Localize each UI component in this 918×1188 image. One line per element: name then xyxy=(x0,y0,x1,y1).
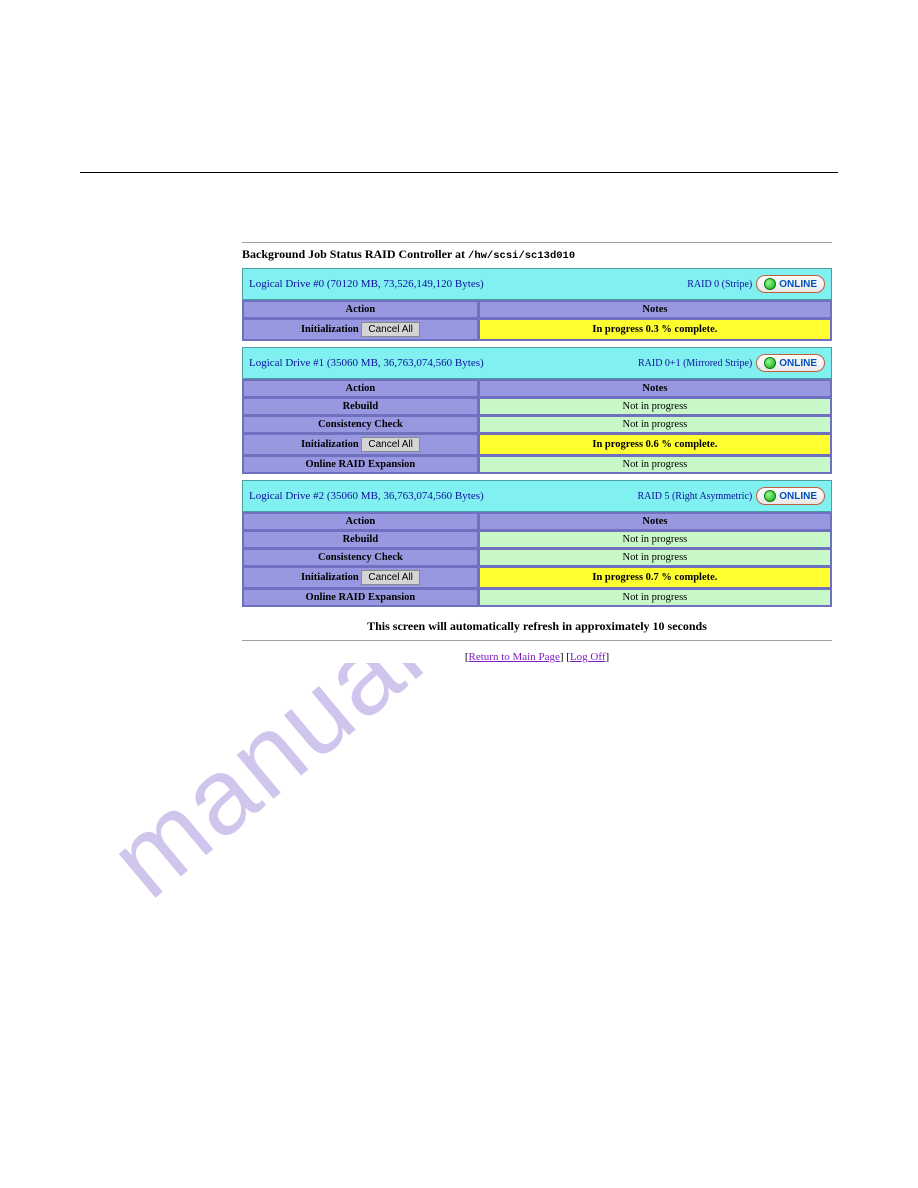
raid-type: RAID 0 (Stripe) xyxy=(687,279,752,290)
heading-path: /hw/scsi/sc13d010 xyxy=(468,250,575,262)
action-label: Initialization xyxy=(301,439,359,450)
table-row: Rebuild Not in progress xyxy=(243,531,831,548)
notes-cell: Not in progress xyxy=(479,589,831,606)
logical-drive-header-right: RAID 5 (Right Asymmetric) ONLINE xyxy=(638,487,826,505)
online-badge: ONLINE xyxy=(756,275,825,293)
logical-drive-header: Logical Drive #0 (70120 MB, 73,526,149,1… xyxy=(242,268,832,300)
table-row: Initialization Cancel AllIn progress 0.7… xyxy=(243,567,831,588)
page: manualshive.com Background Job Status RA… xyxy=(0,0,918,1188)
online-dot-icon xyxy=(764,278,776,290)
divider xyxy=(242,242,832,243)
divider xyxy=(242,640,832,641)
action-header: Action xyxy=(243,380,478,397)
logical-drive-header: Logical Drive #1 (35060 MB, 36,763,074,5… xyxy=(242,347,832,379)
notes-cell: In progress 0.7 % complete. xyxy=(479,567,831,588)
action-label: Initialization xyxy=(301,572,359,583)
action-header: Action xyxy=(243,513,478,530)
logical-drive-block: Logical Drive #1 (35060 MB, 36,763,074,5… xyxy=(242,347,832,474)
cancel-all-button[interactable]: Cancel All xyxy=(361,437,419,452)
table-row: Consistency Check Not in progress xyxy=(243,416,831,433)
action-cell: Consistency Check xyxy=(243,416,478,433)
online-label: ONLINE xyxy=(779,279,817,290)
logical-drive-title: Logical Drive #0 (70120 MB, 73,526,149,1… xyxy=(249,278,484,290)
logical-drive-title: Logical Drive #2 (35060 MB, 36,763,074,5… xyxy=(249,490,484,502)
notes-cell: In progress 0.3 % complete. xyxy=(479,319,831,340)
logical-drive-title: Logical Drive #1 (35060 MB, 36,763,074,5… xyxy=(249,357,484,369)
action-label: Initialization xyxy=(301,324,359,335)
action-label: Consistency Check xyxy=(318,419,403,430)
refresh-notice: This screen will automatically refresh i… xyxy=(242,619,832,634)
table-row: Consistency Check Not in progress xyxy=(243,549,831,566)
cancel-all-button[interactable]: Cancel All xyxy=(361,322,419,337)
notes-cell: Not in progress xyxy=(479,398,831,415)
online-dot-icon xyxy=(764,357,776,369)
notes-header: Notes xyxy=(479,301,831,318)
notes-cell: In progress 0.6 % complete. xyxy=(479,434,831,455)
drives-container: Logical Drive #0 (70120 MB, 73,526,149,1… xyxy=(242,268,832,607)
action-label: Rebuild xyxy=(343,401,379,412)
online-label: ONLINE xyxy=(779,491,817,502)
notes-cell: Not in progress xyxy=(479,456,831,473)
notes-header: Notes xyxy=(479,380,831,397)
online-label: ONLINE xyxy=(779,358,817,369)
action-cell: Online RAID Expansion xyxy=(243,456,478,473)
logical-drive-header-right: RAID 0 (Stripe) ONLINE xyxy=(687,275,825,293)
action-cell: Online RAID Expansion xyxy=(243,589,478,606)
action-cell: Initialization Cancel All xyxy=(243,434,478,455)
action-label: Consistency Check xyxy=(318,552,403,563)
page-rule xyxy=(80,172,838,173)
notes-cell: Not in progress xyxy=(479,416,831,433)
raid-type: RAID 0+1 (Mirrored Stripe) xyxy=(638,358,752,369)
action-cell: Initialization Cancel All xyxy=(243,319,478,340)
logical-drive-header-right: RAID 0+1 (Mirrored Stripe) ONLINE xyxy=(638,354,825,372)
online-badge: ONLINE xyxy=(756,354,825,372)
online-badge: ONLINE xyxy=(756,487,825,505)
status-table: ActionNotesRebuildNot in progressConsist… xyxy=(242,512,832,607)
table-row: Initialization Cancel AllIn progress 0.3… xyxy=(243,319,831,340)
action-label: Online RAID Expansion xyxy=(306,592,416,603)
action-cell: Initialization Cancel All xyxy=(243,567,478,588)
notes-header: Notes xyxy=(479,513,831,530)
notes-cell: Not in progress xyxy=(479,531,831,548)
action-header: Action xyxy=(243,301,478,318)
logical-drive-block: Logical Drive #0 (70120 MB, 73,526,149,1… xyxy=(242,268,832,341)
action-cell: Consistency Check xyxy=(243,549,478,566)
action-cell: Rebuild xyxy=(243,531,478,548)
cancel-all-button[interactable]: Cancel All xyxy=(361,570,419,585)
action-label: Rebuild xyxy=(343,534,379,545)
table-row: Online RAID Expansion Not in progress xyxy=(243,456,831,473)
action-label: Online RAID Expansion xyxy=(306,459,416,470)
notes-cell: Not in progress xyxy=(479,549,831,566)
heading-prefix: Background Job Status RAID Controller at xyxy=(242,247,468,261)
raid-type: RAID 5 (Right Asymmetric) xyxy=(638,491,753,502)
content-panel: Background Job Status RAID Controller at… xyxy=(242,240,832,663)
return-link[interactable]: Return to Main Page xyxy=(469,651,560,663)
page-title: Background Job Status RAID Controller at… xyxy=(242,247,832,262)
status-table: ActionNotesInitialization Cancel AllIn p… xyxy=(242,300,832,341)
table-row: Initialization Cancel AllIn progress 0.6… xyxy=(243,434,831,455)
table-row: Online RAID Expansion Not in progress xyxy=(243,589,831,606)
logoff-link[interactable]: Log Off xyxy=(570,651,606,663)
status-table: ActionNotesRebuildNot in progressConsist… xyxy=(242,379,832,474)
action-cell: Rebuild xyxy=(243,398,478,415)
table-row: Rebuild Not in progress xyxy=(243,398,831,415)
logical-drive-header: Logical Drive #2 (35060 MB, 36,763,074,5… xyxy=(242,480,832,512)
online-dot-icon xyxy=(764,490,776,502)
bottom-links: [Return to Main Page] [Log Off] xyxy=(242,651,832,663)
logical-drive-block: Logical Drive #2 (35060 MB, 36,763,074,5… xyxy=(242,480,832,607)
